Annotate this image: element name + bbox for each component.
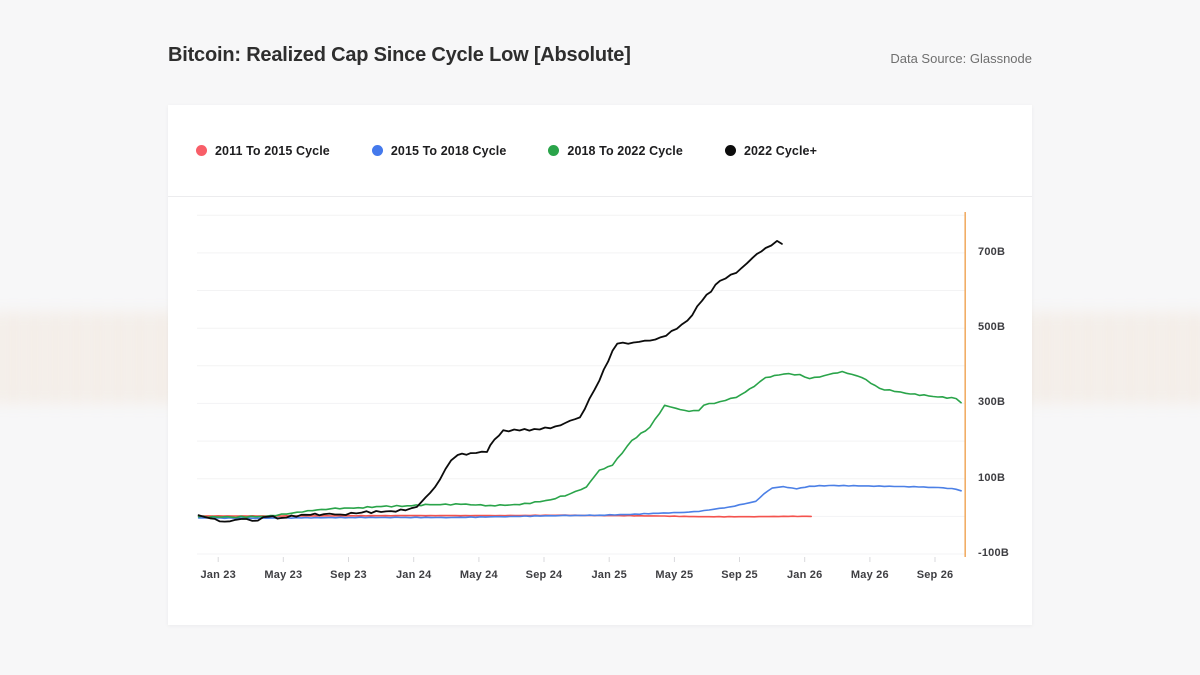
legend-label: 2011 To 2015 Cycle — [215, 143, 330, 158]
legend-item-cycle-2022-plus[interactable]: 2022 Cycle+ — [724, 143, 817, 158]
x-tick-label-Jan-25: Jan 25 — [591, 569, 627, 581]
legend-dot-icon — [196, 145, 207, 156]
x-tick-label-Sep-26: Sep 26 — [916, 569, 954, 581]
x-tick-label-May-25: May 25 — [655, 569, 694, 581]
series-line-cycle-2022-plus — [197, 239, 783, 523]
x-tick-label-Sep-24: Sep 24 — [525, 569, 563, 581]
y-tick-label-700B: 700B — [978, 245, 1006, 258]
header: Bitcoin: Realized Cap Since Cycle Low [A… — [168, 42, 1032, 76]
x-tick-label-Jan-26: Jan 26 — [786, 569, 823, 581]
x-tick-label-Sep-25: Sep 25 — [721, 569, 758, 581]
legend-item-cycle-2011-2015[interactable]: 2011 To 2015 Cycle — [196, 144, 330, 158]
y-tick-label-500B: 500B — [978, 321, 1006, 334]
legend-item-cycle-2018-2022[interactable]: 2018 To 2022 Cycle — [548, 144, 683, 158]
x-tick-label-Jan-24: Jan 24 — [395, 569, 432, 581]
legend-label: 2022 Cycle+ — [743, 143, 817, 158]
legend-dot-icon — [371, 145, 383, 156]
background-watermark-right — [1019, 312, 1200, 404]
x-tick-label-May-23: May 23 — [264, 569, 303, 581]
series-line-cycle-2018-2022 — [197, 370, 962, 519]
legend-label: 2018 To 2022 Cycle — [567, 143, 683, 158]
data-source-label: Data Source: Glassnode — [890, 51, 1032, 66]
legend: 2011 To 2015 Cycle 2015 To 2018 Cycle 2018… — [168, 105, 1032, 197]
y-tick-label--100B: -100B — [978, 546, 1009, 559]
series-line-cycle-2015-2018 — [197, 484, 962, 520]
chart-plot[interactable] — [197, 210, 966, 563]
x-tick-label-Sep-23: Sep 23 — [330, 569, 367, 581]
chart-area: 700B 500B 300B 100B -100B Jan 23 May 23 Sep 23 J… — [168, 197, 1032, 625]
x-tick-label-May-24: May 24 — [459, 569, 498, 581]
background-watermark-left — [0, 312, 181, 404]
y-tick-label-300B: 300B — [978, 396, 1006, 409]
x-tick-label-May-26: May 26 — [850, 569, 889, 581]
legend-item-cycle-2015-2018[interactable]: 2015 To 2018 Cycle — [371, 143, 507, 158]
chart-card: 2011 To 2015 Cycle 2015 To 2018 Cycle 2018… — [168, 105, 1032, 625]
page-title: Bitcoin: Realized Cap Since Cycle Low [A… — [168, 44, 631, 66]
legend-dot-icon — [724, 145, 736, 156]
legend-label: 2015 To 2018 Cycle — [390, 143, 507, 158]
y-tick-label-100B: 100B — [978, 471, 1006, 484]
x-tick-label-Jan-23: Jan 23 — [200, 569, 236, 581]
legend-dot-icon — [548, 145, 560, 156]
